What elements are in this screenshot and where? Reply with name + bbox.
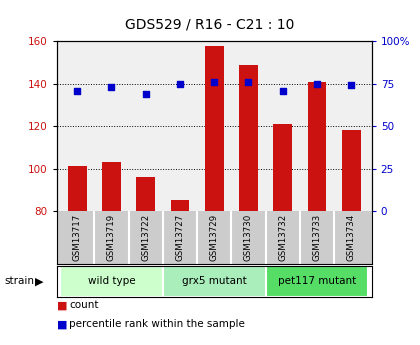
Point [211, 79, 218, 85]
Text: GSM13722: GSM13722 [141, 214, 150, 261]
Text: GSM13734: GSM13734 [346, 214, 356, 261]
Bar [60, 266, 163, 297]
Bar [171, 200, 189, 211]
Point [245, 79, 252, 85]
Text: wild type: wild type [88, 276, 135, 286]
Point [279, 88, 286, 93]
Point [348, 83, 354, 88]
Text: grx5 mutant: grx5 mutant [182, 276, 247, 286]
Text: GSM13719: GSM13719 [107, 214, 116, 261]
Bar [102, 162, 121, 211]
Text: GSM13717: GSM13717 [73, 214, 82, 261]
Point [314, 81, 320, 87]
Text: count: count [69, 300, 99, 310]
Bar [342, 130, 361, 211]
Text: percentile rank within the sample: percentile rank within the sample [69, 319, 245, 329]
Point [74, 88, 81, 93]
Text: GSM13730: GSM13730 [244, 214, 253, 261]
Point [108, 85, 115, 90]
Text: GSM13727: GSM13727 [176, 214, 184, 261]
Text: ■: ■ [57, 300, 67, 310]
Text: ▶: ▶ [35, 276, 43, 286]
Bar [265, 266, 368, 297]
Text: GSM13729: GSM13729 [210, 214, 219, 261]
Bar [307, 82, 326, 211]
Bar [163, 266, 265, 297]
Bar [273, 124, 292, 211]
Text: ■: ■ [57, 319, 67, 329]
Text: GSM13732: GSM13732 [278, 214, 287, 261]
Text: strain: strain [4, 276, 34, 286]
Text: pet117 mutant: pet117 mutant [278, 276, 356, 286]
Text: GDS529 / R16 - C21 : 10: GDS529 / R16 - C21 : 10 [125, 17, 295, 31]
Bar [205, 46, 223, 211]
Text: GSM13733: GSM13733 [312, 214, 321, 261]
Bar [239, 65, 258, 211]
Point [176, 81, 183, 87]
Bar [68, 166, 87, 211]
Bar [136, 177, 155, 211]
Point [142, 91, 149, 97]
